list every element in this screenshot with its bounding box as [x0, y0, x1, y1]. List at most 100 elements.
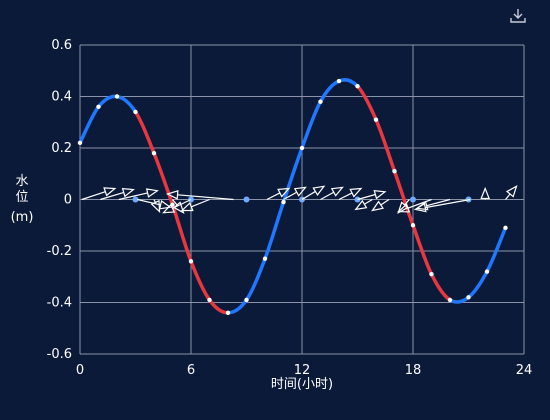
- water-level-point: [96, 104, 101, 110]
- y-tick-label: 0.6: [51, 38, 72, 53]
- flow-arrow-shaft: [100, 191, 124, 201]
- flow-arrow-head: [397, 201, 409, 214]
- water-level-point: [77, 140, 83, 146]
- zero-marker: [243, 196, 250, 203]
- y-tick-label: 0: [64, 193, 72, 208]
- water-level-segment: [318, 79, 341, 104]
- flow-arrow-shaft: [426, 198, 451, 207]
- flow-arrow-head: [103, 187, 117, 197]
- flow-arrow-head: [505, 185, 518, 198]
- x-axis-label: 时间(小时): [271, 377, 333, 392]
- water-level-segment: [189, 259, 212, 302]
- water-level-point: [484, 269, 490, 274]
- y-tick-label: 0.2: [51, 141, 72, 156]
- water-level-point: [188, 259, 194, 264]
- water-level-point: [336, 78, 342, 84]
- zero-marker: [132, 196, 139, 203]
- flow-arrow-shaft: [425, 198, 471, 209]
- water-level-point: [225, 310, 231, 315]
- water-level-segment: [392, 169, 415, 227]
- flow-arrow-head: [277, 187, 291, 198]
- water-level-segment: [170, 202, 193, 264]
- water-level-segment: [115, 94, 138, 114]
- flow-arrow-shaft: [404, 199, 410, 206]
- flow-arrow-head: [293, 186, 307, 197]
- y-tick-label: -0.4: [47, 296, 72, 311]
- y-axis-label-line-3: (m): [10, 210, 34, 225]
- water-level-segment: [244, 256, 267, 302]
- water-level-segment: [226, 298, 249, 315]
- flow-arrow-shaft: [301, 190, 316, 201]
- flow-arrow-shaft: [177, 194, 234, 201]
- flow-arrow-shaft: [320, 191, 335, 201]
- flow-arrow-shaft: [172, 198, 192, 209]
- water-level-segment: [448, 295, 471, 304]
- y-tick-label: -0.6: [47, 347, 72, 362]
- water-level-point: [244, 297, 249, 303]
- y-axis-label-line-1: 水: [15, 174, 29, 189]
- flow-arrow-shaft: [118, 192, 148, 201]
- flow-arrow-head: [162, 203, 176, 214]
- water-level-point: [392, 168, 397, 174]
- water-level-segment: [133, 110, 156, 155]
- water-level-segment: [485, 226, 508, 274]
- water-level-point: [114, 94, 120, 99]
- flow-arrow-shaft: [407, 198, 432, 209]
- water-level-segment: [374, 117, 397, 173]
- flow-arrow-head: [158, 200, 172, 210]
- flow-arrow-head: [413, 202, 427, 213]
- flow-arrow-shaft: [172, 199, 178, 206]
- water-level-segment: [355, 84, 378, 122]
- water-level-point: [447, 297, 453, 303]
- x-tick-label: 18: [405, 363, 422, 378]
- water-level-point: [133, 109, 138, 115]
- water-level-segment: [96, 94, 119, 109]
- water-level-point: [355, 84, 360, 89]
- flow-arrow-shaft: [338, 192, 353, 201]
- water-level-point: [466, 295, 471, 300]
- flow-arrow-head: [349, 187, 363, 198]
- flow-arrow-head: [150, 199, 161, 214]
- flow-arrow-head: [373, 189, 387, 200]
- water-level-point: [299, 145, 305, 151]
- water-level-segment: [152, 151, 175, 207]
- flow-arrow-shaft: [266, 192, 281, 201]
- water-level-point: [281, 199, 286, 205]
- y-tick-label: 0.4: [51, 90, 72, 105]
- x-tick-label: 6: [187, 363, 195, 378]
- water-level-segment: [300, 99, 323, 150]
- flow-arrow-head: [145, 188, 159, 198]
- download-button[interactable]: [508, 6, 528, 26]
- x-tick-label: 0: [76, 363, 84, 378]
- water-level-point: [151, 150, 157, 156]
- flow-arrow-head: [396, 203, 411, 213]
- water-level-point: [410, 223, 416, 228]
- water-level-segment: [411, 223, 434, 276]
- water-level-point: [207, 297, 212, 303]
- flow-arrow-shaft: [81, 191, 106, 201]
- flow-arrow-shaft: [364, 198, 373, 205]
- water-level-segment: [281, 146, 304, 204]
- zero-marker: [410, 196, 416, 203]
- flow-arrow-shaft: [283, 191, 298, 201]
- water-level-segment: [263, 200, 286, 261]
- x-tick-label: 12: [294, 363, 311, 378]
- water-level-segment: [207, 298, 230, 315]
- flow-arrow-head: [330, 186, 344, 197]
- flow-arrow-head: [354, 199, 368, 211]
- x-tick-label: 24: [516, 363, 533, 378]
- water-level-point: [262, 256, 268, 261]
- flow-arrow-head: [165, 190, 179, 200]
- flow-arrow-shaft: [191, 198, 210, 208]
- water-level-segment: [78, 105, 101, 145]
- flow-arrow-head: [172, 201, 185, 214]
- water-level-point: [373, 117, 379, 122]
- water-level-point: [503, 225, 508, 231]
- flow-arrow-head: [180, 202, 194, 212]
- water-level-point: [318, 99, 323, 104]
- flow-arrow-shaft: [357, 193, 376, 201]
- flow-arrow-head: [121, 187, 135, 198]
- water-level-segment: [337, 78, 360, 88]
